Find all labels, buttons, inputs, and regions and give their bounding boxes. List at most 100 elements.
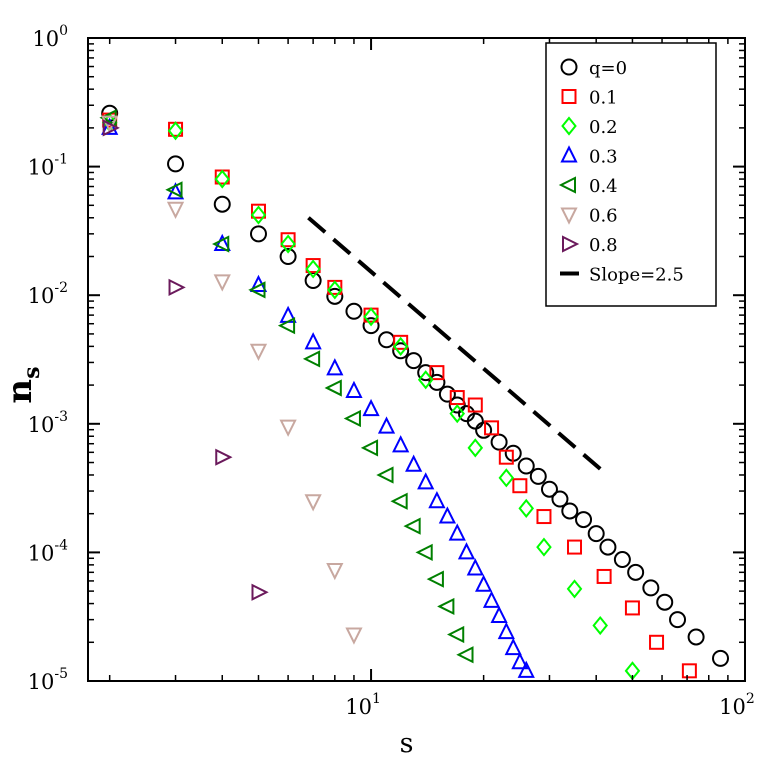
data-point [437, 597, 455, 616]
data-point [405, 454, 423, 472]
data-point [101, 115, 119, 133]
y-tick-label: 10-1 [28, 152, 68, 180]
data-point [551, 490, 569, 508]
x-tick-label: 101 [345, 691, 381, 719]
legend-swatch [560, 207, 578, 225]
series-3 [101, 117, 535, 678]
data-point [592, 615, 608, 636]
data-point [613, 551, 631, 569]
data-point [392, 342, 410, 360]
tick-label-exponent: 0 [59, 23, 68, 39]
data-point [0, 69, 5, 84]
y-axis-title-main: n [0, 379, 40, 404]
data-point [656, 593, 674, 611]
data-point [490, 433, 508, 451]
data-point [345, 380, 363, 398]
data-point [378, 331, 396, 349]
y-tick-label: 10-2 [28, 280, 68, 308]
data-point [363, 307, 379, 327]
data-point [279, 247, 297, 265]
y-tick-label: 10-5 [28, 666, 68, 694]
tick-label-base: 10 [28, 284, 55, 308]
data-point [438, 385, 456, 403]
data-point [377, 416, 396, 434]
data-point [392, 435, 410, 453]
legend-swatch [561, 89, 577, 104]
data-point [536, 509, 552, 525]
data-point [466, 558, 484, 576]
data-point [165, 181, 183, 199]
data-point [250, 205, 267, 225]
series-6 [102, 119, 269, 601]
data-point [429, 365, 445, 381]
tick-label-base: 10 [32, 27, 59, 51]
legend-label: 0.1 [589, 88, 618, 109]
data-point [627, 563, 645, 581]
tick-label-exponent: 1 [372, 691, 381, 707]
data-point [448, 523, 466, 541]
data-point [566, 579, 583, 599]
data-point [0, 69, 4, 85]
plot-frame-group [87, 37, 746, 682]
data-point [498, 468, 515, 488]
data-point [504, 637, 522, 656]
legend-swatch [561, 116, 577, 136]
data-point [536, 537, 552, 557]
y-tick-label: 100 [32, 23, 68, 51]
tick-label-base: 10 [28, 156, 55, 180]
data-point [215, 448, 233, 466]
data-point [167, 121, 184, 141]
tick-label-exponent: -4 [54, 537, 68, 553]
data-point [393, 334, 409, 350]
data-point [438, 506, 457, 524]
data-point [561, 502, 579, 520]
data-point [101, 117, 119, 135]
data-point [102, 119, 120, 137]
data-point [166, 201, 185, 220]
data-point [304, 494, 322, 512]
legend-label: Slope=2.5 [589, 265, 684, 286]
data-point [249, 343, 268, 361]
tick-label-base: 10 [28, 541, 55, 565]
data-point [326, 358, 344, 376]
legend-swatch [560, 58, 578, 76]
data-point [642, 579, 660, 597]
data-point [712, 649, 730, 667]
tick-label-exponent: -2 [54, 280, 68, 296]
legend-label: 0.6 [589, 206, 618, 227]
data-point [466, 412, 484, 430]
legend-label: 0.2 [589, 117, 618, 138]
legend: q=0 0.1 0.2 0.3 0.4 0.6 0.8 Slope=2.5 [545, 42, 717, 307]
data-point [517, 660, 535, 678]
data-point [482, 590, 501, 608]
data-point [567, 539, 583, 555]
legend-label: 0.3 [589, 147, 618, 168]
data-point [457, 542, 476, 560]
series-5 [101, 115, 363, 645]
series-1 [102, 112, 697, 679]
data-point [681, 663, 697, 679]
data-point [280, 234, 296, 254]
data-point [417, 472, 435, 490]
data-point [167, 155, 185, 173]
data-point [360, 439, 379, 457]
data-point [428, 490, 446, 509]
data-point [302, 350, 321, 368]
plot-frame [87, 37, 746, 682]
data-point [512, 478, 528, 494]
data-point [345, 627, 363, 645]
data-point [362, 398, 380, 417]
data-point [213, 195, 231, 213]
data-point [343, 409, 361, 428]
data-point [587, 525, 605, 543]
data-point [517, 457, 535, 475]
data-point [497, 621, 515, 640]
data-point [250, 203, 266, 219]
data-point [327, 280, 343, 300]
tick-label-base: 10 [719, 695, 746, 719]
x-axis-title: s [400, 728, 414, 759]
data-point [212, 235, 230, 253]
data-point [251, 583, 269, 601]
